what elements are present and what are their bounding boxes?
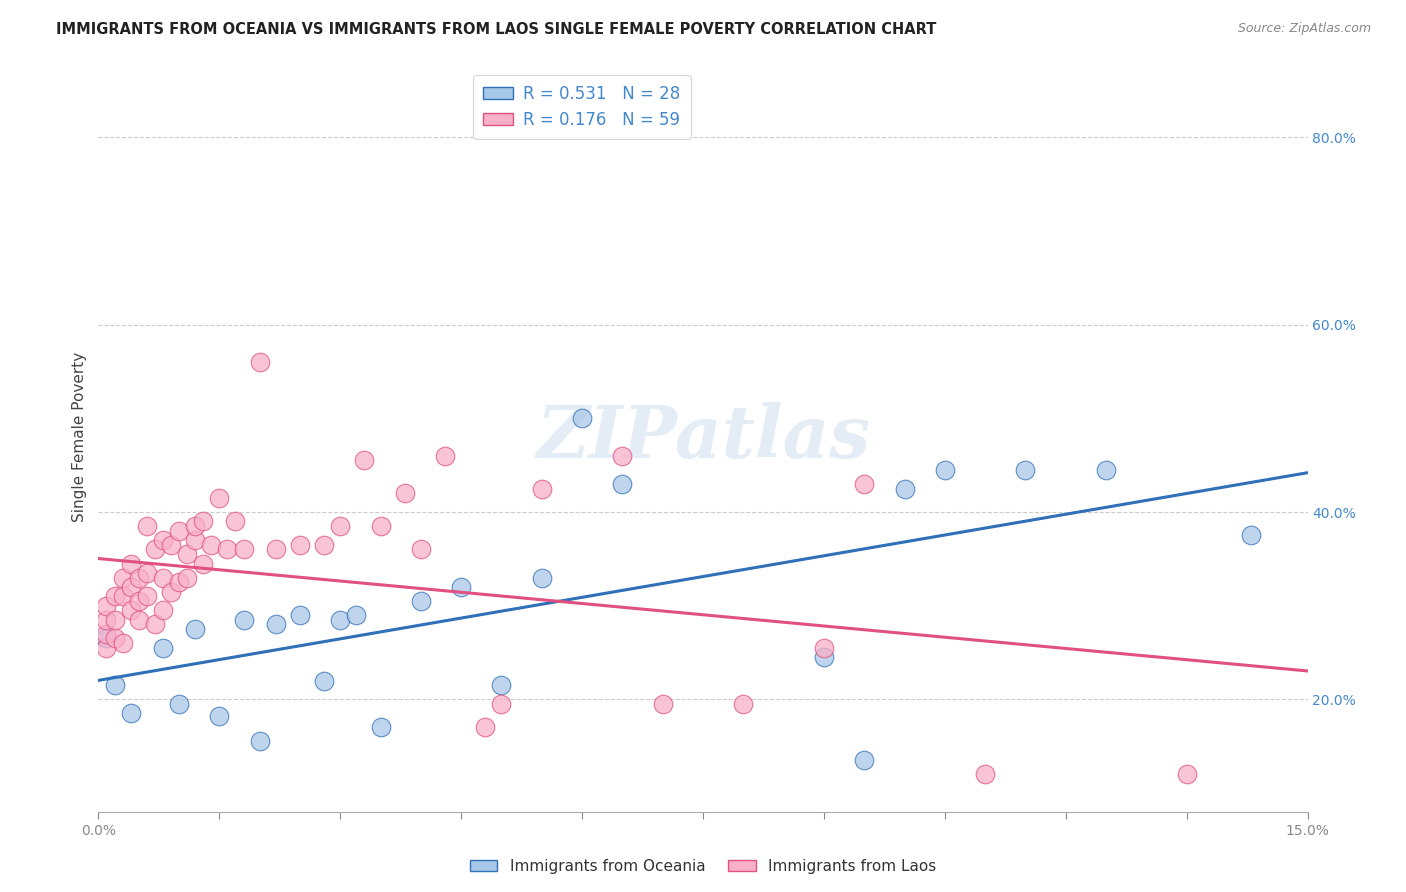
Point: [96, 640, 118, 655]
Point: [474, 721, 496, 735]
Point: [96, 626, 118, 640]
Point: [853, 753, 876, 767]
Point: [103, 632, 125, 646]
Point: [853, 476, 876, 491]
Point: [160, 584, 183, 599]
Point: [160, 538, 183, 552]
Point: [217, 542, 239, 557]
Point: [193, 514, 215, 528]
Point: [208, 709, 231, 723]
Point: [232, 542, 254, 557]
Point: [120, 557, 142, 571]
Text: IMMIGRANTS FROM OCEANIA VS IMMIGRANTS FROM LAOS SINGLE FEMALE POVERTY CORRELATIO: IMMIGRANTS FROM OCEANIA VS IMMIGRANTS FR…: [56, 22, 936, 37]
Text: Source: ZipAtlas.com: Source: ZipAtlas.com: [1237, 22, 1371, 36]
Point: [120, 706, 142, 721]
Point: [184, 622, 207, 636]
Point: [394, 486, 416, 500]
Point: [370, 519, 392, 533]
Point: [120, 603, 142, 617]
Point: [208, 491, 231, 505]
Point: [135, 589, 157, 603]
Point: [450, 580, 472, 594]
Point: [111, 571, 134, 585]
Point: [813, 650, 835, 665]
Point: [491, 678, 513, 692]
Point: [530, 571, 553, 585]
Point: [135, 566, 157, 580]
Point: [176, 571, 198, 585]
Point: [152, 603, 174, 617]
Point: [974, 767, 997, 781]
Point: [184, 519, 207, 533]
Point: [96, 599, 118, 613]
Point: [176, 547, 198, 561]
Point: [264, 617, 287, 632]
Point: [329, 519, 352, 533]
Point: [167, 524, 190, 538]
Point: [143, 542, 166, 557]
Point: [103, 678, 125, 692]
Point: [288, 608, 311, 623]
Point: [200, 538, 222, 552]
Point: [571, 411, 593, 425]
Y-axis label: Single Female Poverty: Single Female Poverty: [72, 352, 87, 522]
Point: [612, 476, 634, 491]
Point: [264, 542, 287, 557]
Point: [344, 608, 367, 623]
Point: [167, 697, 190, 711]
Point: [314, 538, 336, 552]
Point: [128, 613, 150, 627]
Point: [152, 533, 174, 547]
Point: [128, 571, 150, 585]
Point: [934, 463, 956, 477]
Point: [96, 613, 118, 627]
Point: [96, 632, 118, 646]
Point: [249, 734, 271, 748]
Point: [409, 594, 432, 608]
Point: [288, 538, 311, 552]
Point: [813, 640, 835, 655]
Point: [1240, 528, 1263, 542]
Point: [111, 636, 134, 650]
Point: [193, 557, 215, 571]
Legend: R = 0.531   N = 28, R = 0.176   N = 59: R = 0.531 N = 28, R = 0.176 N = 59: [474, 75, 690, 139]
Point: [249, 355, 271, 369]
Point: [1014, 463, 1036, 477]
Point: [329, 613, 352, 627]
Point: [893, 482, 915, 496]
Point: [353, 453, 375, 467]
Point: [612, 449, 634, 463]
Point: [135, 519, 157, 533]
Text: ZIPatlas: ZIPatlas: [536, 401, 870, 473]
Point: [1175, 767, 1198, 781]
Point: [120, 580, 142, 594]
Point: [111, 589, 134, 603]
Point: [128, 594, 150, 608]
Point: [152, 571, 174, 585]
Point: [232, 613, 254, 627]
Point: [434, 449, 457, 463]
Point: [409, 542, 432, 557]
Point: [530, 482, 553, 496]
Point: [143, 617, 166, 632]
Point: [224, 514, 246, 528]
Point: [370, 721, 392, 735]
Point: [314, 673, 336, 688]
Point: [103, 613, 125, 627]
Legend: Immigrants from Oceania, Immigrants from Laos: Immigrants from Oceania, Immigrants from…: [464, 853, 942, 880]
Point: [651, 697, 673, 711]
Point: [184, 533, 207, 547]
Point: [167, 575, 190, 590]
Point: [491, 697, 513, 711]
Point: [152, 640, 174, 655]
Point: [733, 697, 755, 711]
Point: [1095, 463, 1118, 477]
Point: [103, 589, 125, 603]
